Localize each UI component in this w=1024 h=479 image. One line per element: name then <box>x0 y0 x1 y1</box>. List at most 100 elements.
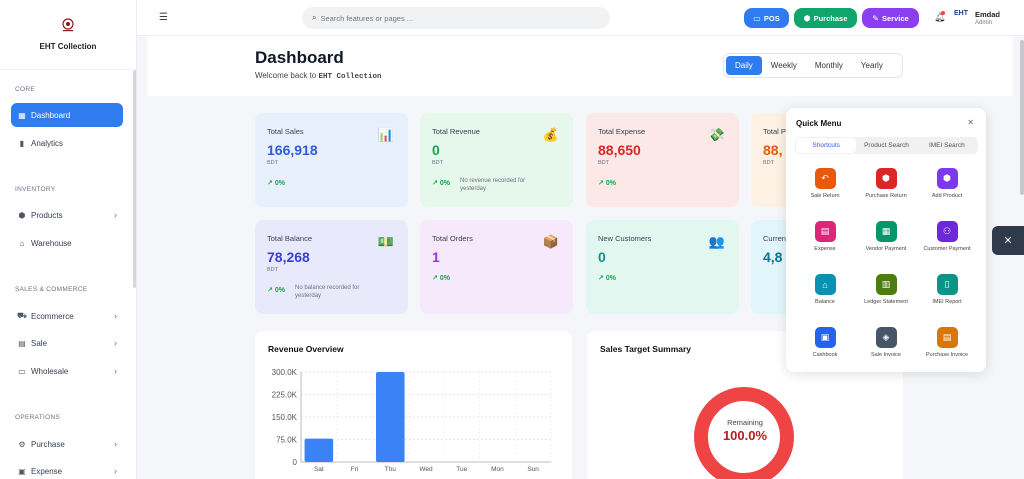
shortcut-label: Sale Return <box>810 193 840 199</box>
quick-menu-title: Quick Menu <box>796 119 842 128</box>
sidebar-item-analytics[interactable]: ▮ Analytics <box>11 131 123 155</box>
shortcut-sale-invoice[interactable]: ◈ Sale Invoice <box>856 327 916 359</box>
menu-toggle-icon[interactable]: ☰ <box>159 12 168 23</box>
sidebar-item-expense[interactable]: ▣ Expense › <box>18 466 117 476</box>
close-icon[interactable]: ✕ <box>967 118 974 127</box>
x-tick-label: Sun <box>527 466 539 473</box>
package-icon: 📦 <box>542 234 559 249</box>
people-icon: ⚇ <box>936 221 958 242</box>
y-tick-label: 225.0K <box>272 391 298 400</box>
x-tick-label: Fri <box>351 466 359 473</box>
page-scrollbar[interactable] <box>1020 40 1024 195</box>
shortcut-label: IMEI Report <box>932 299 962 305</box>
company-name: EHT Collection <box>318 73 382 81</box>
sidebar-scrollbar[interactable] <box>133 70 136 288</box>
sidebar-item-warehouse[interactable]: ⌂ Warehouse <box>11 231 123 255</box>
sales-target-title: Sales Target Summary <box>600 344 692 354</box>
growth-indicator: ↗ 0% <box>432 180 450 187</box>
search-bar[interactable]: ⌕ <box>302 7 610 29</box>
brand: EHT Collection <box>0 0 136 70</box>
close-icon: ✕ <box>1003 235 1013 247</box>
growth-indicator: ↗ 0% <box>267 287 285 294</box>
chevron-right-icon: › <box>114 311 117 321</box>
donut-value: 100.0% <box>722 428 768 443</box>
sidebar-item-ecommerce[interactable]: ⛟ Ecommerce › <box>17 311 117 321</box>
quick-menu: Quick Menu ✕ Shortcuts Product Search IM… <box>786 108 986 372</box>
notification-dot <box>941 11 945 15</box>
pos-button[interactable]: ▭ POS <box>744 8 789 28</box>
avatar[interactable]: EHT <box>954 10 968 17</box>
tab-imei-search[interactable]: IMEI Search <box>928 142 965 149</box>
bar-chart-icon: ▮ <box>19 138 25 148</box>
tab-product-search[interactable]: Product Search <box>864 142 909 149</box>
growth-indicator: ↗ 0% <box>432 275 450 282</box>
doc-icon: ▣ <box>18 466 26 476</box>
sidebar-item-wholesale[interactable]: ▭ Wholesale › <box>18 366 117 376</box>
service-button[interactable]: ✎ Service <box>862 8 919 28</box>
receipt-icon: ▤ <box>18 338 26 348</box>
x-tick-label: Mon <box>491 466 504 473</box>
invoice-icon: ◈ <box>875 327 897 348</box>
undo-icon: ↶ <box>814 168 836 189</box>
section-sales-commerce: SALES & COMMERCE <box>15 286 88 293</box>
chevron-right-icon: › <box>114 466 117 476</box>
brand-name: EHT Collection <box>39 42 97 51</box>
boxes-icon: ⬢ <box>18 210 26 220</box>
stat-card-new-customers: New Customers 👥 0 ↗ 0% <box>586 220 739 314</box>
shortcut-add-product[interactable]: ⬢ Add Product <box>917 168 977 200</box>
revenue-overview-panel: Revenue Overview 0 75.0K 150.0K 225.0K 300.0… <box>255 331 572 479</box>
sidebar-item-sale[interactable]: ▤ Sale › <box>18 338 117 348</box>
shortcut-label: Purchase Return <box>865 193 907 199</box>
topbar: ☰ ⌕ ▭ POS ⬢ Purchase ✎ Service 🔔︎ EHT Em… <box>137 0 1024 36</box>
shortcut-balance[interactable]: ⌂ Balance <box>795 274 855 306</box>
store-icon: ▦ <box>875 221 897 242</box>
y-tick-label: 300.0K <box>272 368 298 377</box>
shortcut-label: Purchase Invoice <box>925 352 969 358</box>
shortcut-label: Vendor Payment <box>865 246 907 252</box>
chart-icon: 📊 <box>377 127 394 142</box>
cart-icon: ⛟ <box>17 311 28 320</box>
growth-indicator: ↗ 0% <box>267 180 285 187</box>
shortcut-imei-report[interactable]: ▯ IMEI Report <box>917 274 977 306</box>
book-icon: ▥ <box>875 274 897 295</box>
shortcut-sale-return[interactable]: ↶ Sale Return <box>795 168 855 200</box>
bell-icon[interactable]: 🔔︎ <box>934 12 946 22</box>
shortcut-vendor-payment[interactable]: ▦ Vendor Payment <box>856 221 916 253</box>
shortcut-customer-payment[interactable]: ⚇ Customer Payment <box>917 221 977 253</box>
shortcut-purchase-invoice[interactable]: ▤ Purchase Invoice <box>917 327 977 359</box>
sidebar-item-dashboard[interactable]: ▦ Dashboard <box>11 103 123 127</box>
quick-menu-tabs: Shortcuts Product Search IMEI Search <box>795 137 978 154</box>
bar-thu[interactable] <box>376 372 405 462</box>
warehouse-icon: ⌂ <box>19 238 25 248</box>
user-name[interactable]: Emdad <box>975 10 1001 19</box>
shortcut-cashbook[interactable]: ▣ Cashbook <box>795 327 855 359</box>
brand-logo-icon <box>62 18 74 32</box>
period-monthly-button[interactable]: Monthly <box>814 61 843 70</box>
growth-indicator: ↗ 0% <box>598 275 616 282</box>
shortcut-expense[interactable]: ▤ Expense <box>795 221 855 253</box>
chevron-right-icon: › <box>114 338 117 348</box>
purchase-button[interactable]: ⬢ Purchase <box>794 8 857 28</box>
search-input[interactable] <box>320 13 581 23</box>
shortcut-ledger-statement[interactable]: ▥ Ledger Statement <box>856 274 916 306</box>
phone-icon: ▯ <box>936 274 958 295</box>
wrench-icon: ✎ <box>872 13 879 23</box>
sidebar-item-products[interactable]: ⬢ Products › <box>18 210 118 220</box>
period-yearly-button[interactable]: Yearly <box>860 61 883 70</box>
sidebar: EHT Collection CORE ▦ Dashboard ▮ Analyt… <box>0 0 137 479</box>
folder-icon: ▭ <box>18 366 26 376</box>
monitor-icon: ▭ <box>753 13 761 23</box>
shortcut-purchase-return[interactable]: ⬢ Purchase Return <box>856 168 916 200</box>
sidebar-item-purchase[interactable]: ⚙ Purchase › <box>18 439 117 449</box>
period-daily-button[interactable]: Daily <box>726 56 762 75</box>
quick-menu-close-button[interactable]: ✕ <box>992 226 1024 255</box>
y-tick-label: 75.0K <box>276 436 298 445</box>
banknote-icon: 💵 <box>377 234 394 249</box>
period-weekly-button[interactable]: Weekly <box>770 61 797 70</box>
search-icon: ⌕ <box>312 13 317 22</box>
donut-ring <box>694 387 794 479</box>
bar-sat[interactable] <box>304 438 334 462</box>
shortcut-label: Balance <box>815 299 835 305</box>
money-bag-icon: 💰 <box>542 127 559 142</box>
tab-shortcuts[interactable]: Shortcuts <box>796 138 857 153</box>
